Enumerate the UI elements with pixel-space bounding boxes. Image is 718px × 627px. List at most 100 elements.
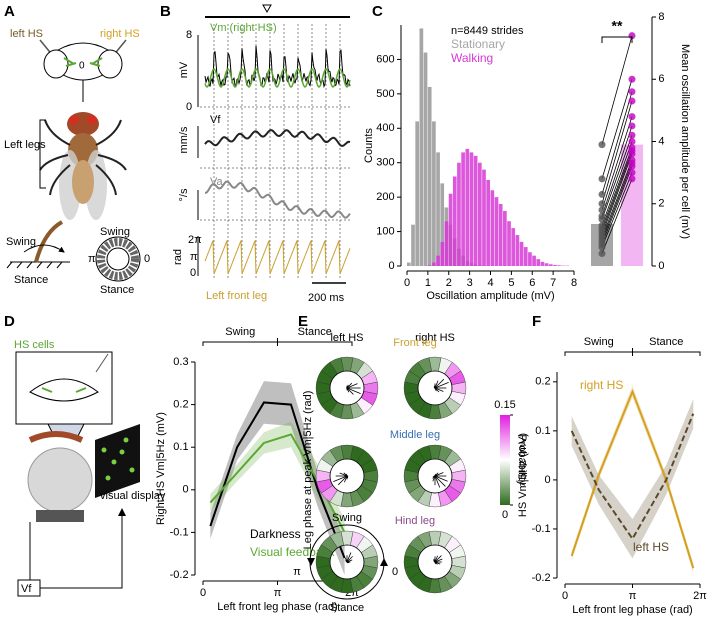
label: Stance (100, 284, 134, 296)
x-tick-label: 3 (467, 277, 473, 289)
phase-vector (346, 552, 352, 563)
y-tick-label: 300 (376, 157, 394, 169)
histogram-bar (540, 261, 545, 266)
legend-label: Walking (451, 51, 493, 65)
point (598, 206, 606, 214)
label: Vf (210, 114, 221, 126)
histogram-bar (436, 255, 440, 266)
label: 0 (186, 101, 192, 113)
histogram-bar (486, 179, 490, 266)
histogram-bar (548, 264, 553, 266)
histogram-bar (473, 155, 478, 266)
label: °/s (178, 188, 190, 201)
column-label: left HS (330, 332, 363, 344)
y-tick-label: 0.1 (535, 425, 550, 437)
y-tick-label: 8 (658, 11, 664, 23)
x-tick-label: 7 (550, 277, 556, 289)
label: mV (178, 61, 190, 78)
phase-vector (434, 380, 439, 389)
ring-label: Swing (332, 512, 362, 524)
x-tick-label: 0 (200, 587, 206, 599)
label: HS cells (14, 339, 55, 351)
panel-letter: F (532, 313, 541, 330)
y-tick-label: -0.1 (170, 526, 189, 538)
pair-line (601, 160, 633, 239)
x-tick-label: 2π (693, 590, 707, 602)
legend-label: Visual feedback (250, 545, 336, 559)
outline (329, 370, 365, 406)
deco: 0 (79, 61, 85, 72)
y-tick-label: 500 (376, 88, 394, 100)
pair-line (601, 147, 633, 229)
x-tick-label: 0 (562, 590, 568, 602)
panel-letter: B (160, 3, 171, 20)
y-axis-label: HS Vm|5Hz (mV) (517, 433, 529, 517)
pair-line (601, 79, 633, 179)
label: Left legs (4, 139, 46, 151)
label: 2π (188, 234, 202, 246)
y-tick-label: 400 (376, 122, 394, 134)
point (628, 131, 636, 139)
trace (204, 129, 351, 147)
column-label: right HS (415, 332, 455, 344)
point (628, 113, 636, 121)
label: Vf (21, 583, 32, 595)
x-tick-label: 4 (487, 277, 493, 289)
histogram-bar (503, 210, 507, 266)
histogram-bar (490, 190, 495, 266)
pair-line (601, 150, 633, 232)
pair-line (601, 116, 633, 211)
pair-line (601, 91, 633, 195)
y-tick-label: 0.3 (173, 356, 188, 368)
point (628, 75, 636, 83)
point (628, 156, 636, 164)
y-tick-label: 0.2 (535, 376, 550, 388)
x-axis-label: Oscillation amplitude (mV) (426, 290, 554, 302)
y-tick-label: 100 (376, 225, 394, 237)
x-tick-label: 2 (446, 277, 452, 289)
outline (329, 544, 365, 580)
error-band (571, 398, 694, 559)
y-axis-label: Mean oscillation amplitude per cell (mV) (679, 44, 691, 239)
y-tick-label: 6 (658, 73, 664, 85)
histogram-bar (515, 235, 520, 266)
label: left HS (10, 28, 43, 40)
x-tick-label: π (629, 590, 637, 602)
point (628, 97, 636, 105)
histogram-bar (532, 255, 536, 266)
histogram-bar (519, 241, 524, 266)
bracket (601, 36, 633, 43)
histogram-bar (432, 121, 436, 267)
histogram-bar (407, 262, 411, 266)
phase-vector (346, 383, 358, 389)
setup-illustration: HS cells visual display Vf (14, 339, 166, 597)
pair-line (601, 166, 633, 245)
colorbar-title: Probability (516, 434, 528, 486)
pair-line (601, 172, 633, 248)
error-band (210, 381, 345, 575)
label: π (88, 253, 96, 265)
x-tick-label: 0 (404, 277, 410, 289)
line (209, 401, 346, 559)
pair-line (601, 100, 633, 204)
label: rad (172, 249, 184, 265)
histogram-bar (523, 247, 528, 266)
point (628, 169, 636, 177)
label: right HS (100, 28, 140, 40)
y-tick-label: 0.1 (173, 441, 188, 453)
label: Stance (14, 274, 48, 286)
label: Swing (100, 226, 130, 238)
panel-letter: D (4, 313, 15, 330)
histogram-bar (557, 265, 561, 266)
histogram-bar (440, 241, 445, 266)
histogram-bar (553, 264, 557, 266)
point (598, 250, 606, 258)
phase-vector (337, 475, 348, 486)
row-label: Front leg (393, 337, 436, 349)
histogram-bar (419, 28, 424, 267)
y-axis-label: Leg phase at peak Vm|5Hz (rad) (302, 391, 314, 550)
pair-line (601, 163, 633, 242)
histogram-bar (544, 263, 549, 266)
phase-vector (434, 558, 443, 563)
row-label: Hind leg (395, 515, 435, 527)
